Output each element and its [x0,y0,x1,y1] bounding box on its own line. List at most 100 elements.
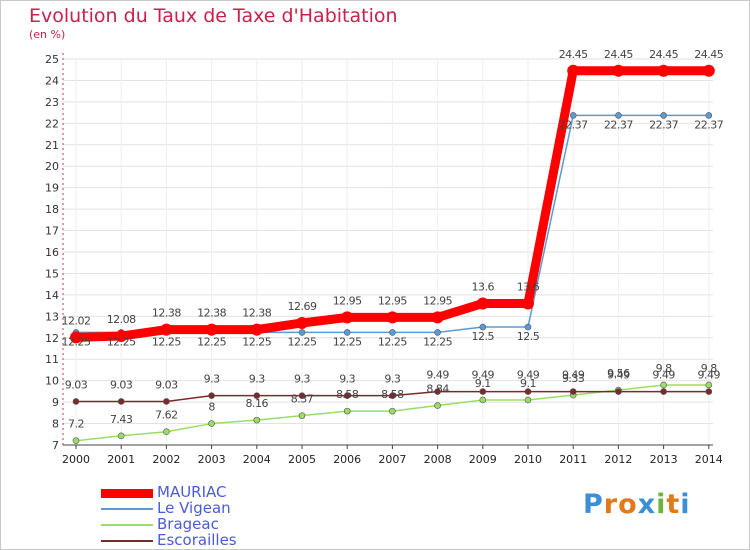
y-tick-label: 12 [45,332,59,345]
y-tick-label: 16 [45,246,59,259]
data-label: 9.3 [294,373,310,386]
data-label: 9.03 [155,378,178,391]
data-label: 9.03 [65,378,88,391]
data-label: 12.25 [333,335,362,348]
data-point [479,396,487,404]
data-point [70,331,82,344]
y-tick-label: 18 [45,203,59,216]
data-point [660,381,667,389]
data-label: 22.37 [604,118,633,131]
y-tick-label: 14 [45,289,59,302]
y-tick-label: 13 [45,310,59,323]
data-point [702,64,715,77]
proxiti-logo: Proxiti [583,489,691,520]
data-label: 12.02 [62,314,91,327]
data-label: 12.38 [152,307,181,320]
data-label: 9.3 [384,373,400,386]
data-label: 9.56 [607,367,630,380]
data-point [434,388,441,395]
x-tick-label: 2013 [650,453,678,466]
y-tick-label: 24 [45,74,59,87]
data-point [117,398,125,405]
data-label: 9.49 [698,369,721,382]
x-tick-label: 2012 [604,453,632,466]
data-point [524,396,532,404]
data-label: 9.49 [652,369,675,382]
data-label: 12.25 [242,335,271,348]
data-label: 13.6 [472,280,495,293]
data-point [343,329,351,336]
legend-label: Escorailles [157,531,237,549]
y-tick-label: 23 [45,96,59,109]
legend-swatch-le-vigean [101,508,153,510]
logo-letter: r [603,489,619,520]
data-label: 24.45 [559,48,588,61]
data-point [705,388,713,395]
data-point [657,64,670,77]
data-label: 8.84 [426,383,449,396]
data-label: 12.38 [197,307,226,320]
data-point [253,416,261,424]
data-point [660,112,667,119]
data-label: 12.25 [107,335,136,348]
data-point [389,407,396,415]
data-point [660,388,667,395]
y-tick-label: 19 [45,182,59,195]
data-label: 12.25 [197,335,226,348]
data-label: 9.8 [656,362,672,375]
logo-letter: t [666,489,681,520]
data-point [72,398,80,405]
data-label: 12.5 [517,330,540,343]
x-tick-label: 2014 [695,453,723,466]
legend-label: Le Vigean [157,499,231,517]
y-tick-label: 25 [45,53,59,66]
data-label: 9.3 [249,373,265,386]
data-point [431,311,444,324]
data-point [115,330,128,343]
logo-letter: i [680,489,691,520]
data-label: 12.38 [242,307,271,320]
data-label: 8.37 [291,393,314,406]
data-label: 7.62 [155,409,178,422]
data-point [298,392,306,399]
logo-letter: x [637,489,657,520]
data-point [343,392,351,399]
data-label: 9.1 [520,377,536,390]
data-point [117,432,125,440]
data-label: 12.25 [378,335,407,348]
data-point [296,316,308,329]
data-point [612,64,625,77]
logo-letter: i [656,489,667,520]
data-label: 8 [208,401,215,414]
data-point [522,297,534,310]
data-point [253,392,261,399]
data-label: 9.49 [472,369,495,382]
data-label: 9.8 [701,362,717,375]
data-point [569,388,577,395]
y-tick-label: 8 [52,418,59,431]
data-point [250,323,263,336]
data-point [479,388,487,395]
x-tick-label: 2002 [152,453,180,466]
data-point [705,381,713,389]
data-label: 22.37 [649,118,678,131]
logo-letter: o [618,489,638,520]
y-tick-label: 17 [45,225,59,238]
data-point [476,297,489,310]
data-point [386,311,399,324]
legend-swatch-escorailles [101,540,153,542]
data-label: 12.25 [423,335,452,348]
x-tick-label: 2004 [243,453,271,466]
data-label: 22.37 [559,118,588,131]
data-point [434,329,441,336]
data-label: 9.49 [607,369,630,382]
data-label: 9.1 [475,377,491,390]
legend-label: Brageac [157,515,219,533]
data-point [705,112,713,119]
data-point [341,311,354,324]
y-tick-label: 20 [45,160,59,173]
data-point [163,398,170,405]
x-tick-label: 2008 [424,453,452,466]
data-point [567,64,580,77]
